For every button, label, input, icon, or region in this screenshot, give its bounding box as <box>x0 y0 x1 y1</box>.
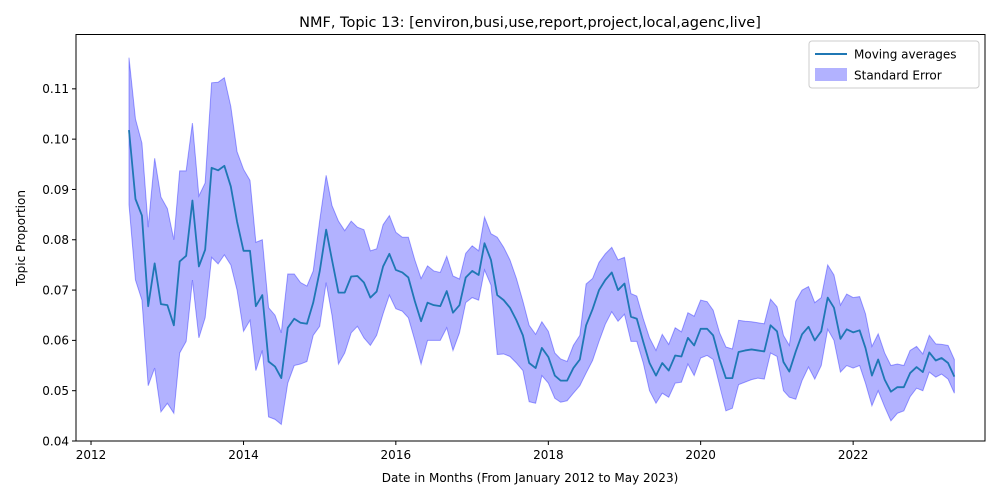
x-tick-label: 2022 <box>838 448 869 462</box>
legend: Moving averages Standard Error <box>808 40 980 89</box>
legend-box <box>808 40 980 89</box>
legend-band-swatch <box>815 68 847 81</box>
plot-area <box>128 57 956 426</box>
x-tick-label: 2016 <box>381 448 412 462</box>
x-tick-label: 2020 <box>685 448 716 462</box>
moving-average-line <box>128 130 956 393</box>
y-axis-ticks: 0.04 0.05 0.06 0.07 0.08 0.09 0.10 0.11 <box>42 82 76 448</box>
standard-error-band <box>128 57 955 426</box>
x-tick-label: 2014 <box>228 448 259 462</box>
x-tick-label: 2012 <box>76 448 107 462</box>
y-tick-label: 0.10 <box>42 132 69 146</box>
x-axis-label: Date in Months (From January 2012 to May… <box>382 471 679 485</box>
legend-label-moving-averages: Moving averages <box>854 48 957 62</box>
y-tick-label: 0.06 <box>42 334 69 348</box>
y-axis-label: Topic Proportion <box>14 190 28 287</box>
y-tick-label: 0.07 <box>42 283 69 297</box>
x-axis-ticks: 2012 2014 2016 2018 2020 2022 <box>76 441 869 462</box>
y-tick-label: 0.09 <box>42 183 69 197</box>
y-tick-label: 0.11 <box>42 82 69 96</box>
y-tick-label: 0.05 <box>42 384 69 398</box>
legend-label-standard-error: Standard Error <box>854 69 942 83</box>
plot-frame <box>75 34 986 442</box>
chart-title: NMF, Topic 13: [environ,busi,use,report,… <box>299 15 761 31</box>
y-tick-label: 0.04 <box>42 434 69 448</box>
x-tick-label: 2018 <box>533 448 564 462</box>
y-tick-label: 0.08 <box>42 233 69 247</box>
